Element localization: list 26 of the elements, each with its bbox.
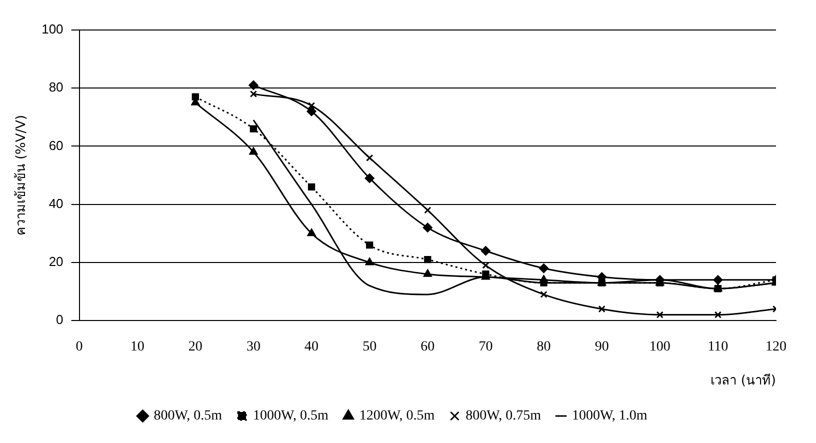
y-tick-label: 0 <box>56 312 64 328</box>
x-tick-label: 10 <box>130 340 144 355</box>
x-tick-label: 60 <box>420 340 435 355</box>
y-tick-label: 40 <box>48 196 64 211</box>
x-tick-label: 50 <box>362 340 377 355</box>
legend-label: 1200W, 0.5m <box>359 408 435 424</box>
legend-label: 800W, 0.5m <box>154 408 222 424</box>
y-tick-label: 80 <box>48 80 64 95</box>
x-tick-label: 0 <box>76 340 83 355</box>
x-tick-label: 80 <box>536 340 551 355</box>
x-tick-label: 90 <box>594 340 609 355</box>
x-tick-label: 110 <box>708 340 728 355</box>
x-tick-label: 20 <box>188 340 202 355</box>
y-axis-title: ความเข้มข้น (%V/V) <box>14 114 30 236</box>
y-tick-label: 60 <box>48 138 64 153</box>
legend-label: 800W, 0.75m <box>466 408 542 424</box>
legend-label: 1000W, 0.5m <box>253 408 328 424</box>
y-tick-label: 20 <box>48 254 64 270</box>
x-tick-label: 40 <box>304 340 319 355</box>
x-tick-label: 120 <box>766 340 786 355</box>
legend-label: 1000W, 1.0m <box>572 408 648 424</box>
x-tick-label: 30 <box>246 340 260 355</box>
y-tick-label: 100 <box>42 22 64 37</box>
x-axis-title: เวลา (นาที) <box>710 372 776 389</box>
x-tick-label: 70 <box>478 340 493 355</box>
x-tick-label: 100 <box>649 340 670 355</box>
